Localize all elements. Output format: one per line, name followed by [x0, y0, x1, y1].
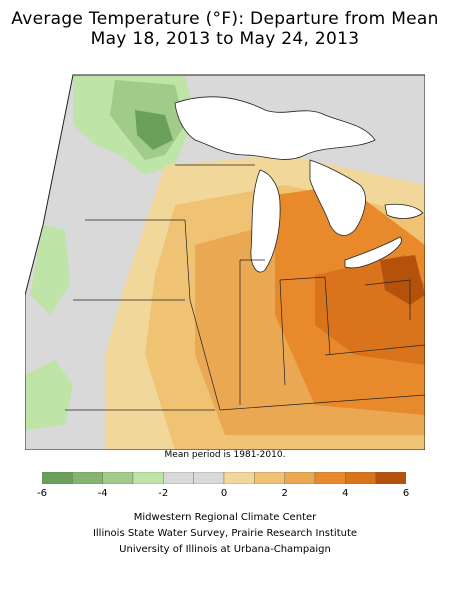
cool-zone-core [135, 110, 173, 150]
legend-swatch [132, 472, 164, 484]
legend-swatch [163, 472, 194, 484]
legend-swatch [284, 472, 316, 484]
legend-tick-label: -2 [158, 488, 169, 499]
credit-line-1: Midwestern Regional Climate Center [133, 512, 317, 523]
lake-erie [344, 236, 402, 269]
legend-tick-label: -6 [37, 488, 47, 499]
warm-zone-6 [380, 255, 425, 305]
legend-tick-label: 6 [402, 488, 410, 499]
legend-swatch [375, 472, 406, 484]
cool-zone-southwest [25, 360, 73, 430]
lake-ontario [384, 203, 424, 219]
mean-period-note: Mean period is 1981-2010. [164, 450, 286, 460]
legend-swatch [42, 472, 73, 484]
credit-line-2: Illinois State Water Survey, Prairie Res… [92, 528, 358, 539]
cool-zone-west [30, 225, 70, 315]
legend-swatch [314, 472, 346, 484]
legend-swatch [72, 472, 103, 484]
legend-swatch [223, 472, 255, 484]
map-title-line2: May 18, 2013 to May 24, 2013 [90, 29, 360, 49]
lake-huron [309, 159, 366, 236]
legend-tick-label: -4 [97, 488, 108, 499]
color-legend [42, 472, 406, 484]
legend-swatch [345, 472, 376, 484]
credit-line-3: University of Illinois at Urbana-Champai… [119, 544, 331, 555]
legend-tick-label: 2 [281, 488, 288, 499]
lake-superior [174, 96, 376, 160]
map-title-line1: Average Temperature (°F): Departure from… [11, 9, 439, 29]
legend-swatch [254, 472, 285, 484]
state-borders [65, 164, 425, 411]
legend-swatch [102, 472, 134, 484]
legend-tick-label: 4 [342, 488, 349, 499]
region-outline [25, 74, 425, 450]
temperature-departure-map [25, 55, 425, 450]
lake-michigan [250, 169, 281, 273]
legend-tick-label: 0 [220, 488, 228, 499]
legend-swatch [193, 472, 225, 484]
